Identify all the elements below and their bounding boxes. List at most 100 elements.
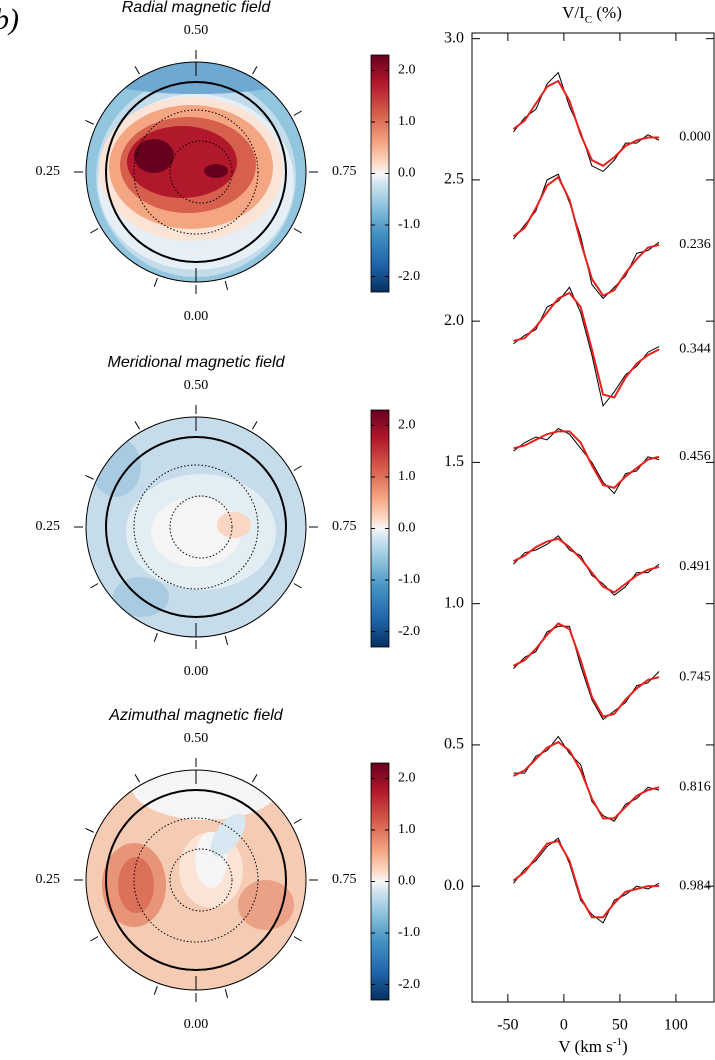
phase-tick (153, 633, 158, 642)
y-axis-title-part: V/I (562, 3, 585, 22)
phase-annotation: 0.344 (679, 342, 711, 357)
y-tick-label: 1.5 (444, 453, 464, 470)
phase-tick (90, 228, 99, 234)
phase-tick (293, 465, 302, 471)
latitude-30 (169, 848, 233, 912)
latitude-60 (133, 109, 259, 235)
phase-annotation: 0.491 (679, 559, 711, 574)
colorbar-label: 1.0 (398, 469, 416, 484)
plot-frame (471, 32, 715, 1003)
phase-tick (153, 278, 158, 287)
phase-label: 0.75 (332, 519, 357, 534)
phase-annotation: 0.745 (679, 669, 711, 684)
latitude-30 (169, 140, 233, 204)
colorbar-label: 2.0 (398, 63, 416, 78)
colorbar-label: -1.0 (398, 572, 420, 587)
latitude-30 (169, 495, 233, 559)
phase-tick (224, 636, 229, 645)
phase-tick (85, 827, 94, 833)
map-title: Meridional magnetic field (108, 354, 286, 371)
phase-tick (252, 774, 258, 783)
model-profile (512, 839, 660, 919)
phase-tick (153, 986, 158, 995)
phase-label: 0.25 (36, 872, 61, 887)
phase-annotation: 0.816 (679, 780, 711, 795)
phase-label: 0.75 (332, 872, 357, 887)
latitude-60 (133, 464, 259, 590)
x-tick-label: -50 (497, 1017, 518, 1034)
phase-tick (90, 583, 99, 589)
map-azimuthal (86, 770, 306, 990)
phase-tick (293, 936, 302, 942)
model-profile (513, 622, 660, 718)
phase-tick (90, 936, 99, 942)
latitude-60 (133, 817, 259, 943)
observed-profile (513, 625, 660, 721)
x-axis-title-part: V (km s (558, 1037, 612, 1056)
polar-overlay (74, 405, 318, 649)
x-axis-title-part: -1 (613, 1036, 622, 1048)
phase-tick (293, 583, 302, 589)
y-tick-label: 2.5 (444, 171, 464, 188)
equator (105, 789, 287, 971)
model-profile (513, 740, 660, 820)
y-axis-title-part: C (585, 14, 592, 26)
map-radial (86, 62, 306, 282)
model-profile (512, 175, 660, 298)
y-tick-label: 1.0 (444, 594, 464, 611)
phase-tick (134, 66, 140, 75)
phase-annotation: 0.456 (679, 449, 711, 464)
phase-tick (252, 421, 258, 430)
phase-label: 0.50 (184, 23, 209, 38)
colorbar-label: -1.0 (398, 925, 420, 940)
polar-overlay (74, 50, 318, 294)
colorbar-label: 2.0 (398, 771, 416, 786)
colorbar-label: 1.0 (398, 822, 416, 837)
colorbar-label: 2.0 (398, 418, 416, 433)
equator (105, 436, 287, 618)
phase-tick (134, 421, 140, 430)
phase-tick (134, 774, 140, 783)
map-title: Radial magnetic field (122, 0, 272, 16)
phase-label: 0.50 (184, 378, 209, 393)
colorbar-label: 0.0 (398, 166, 416, 181)
model-profile (513, 291, 660, 399)
colorbar-label: -1.0 (398, 217, 420, 232)
x-tick-label: 50 (612, 1017, 628, 1034)
y-tick-label: 0.5 (444, 736, 464, 753)
observed-profile (513, 735, 660, 822)
y-tick-label: 2.0 (444, 312, 464, 329)
x-tick-label: 0 (560, 1017, 568, 1034)
observed-profile (513, 173, 660, 300)
map-title: Azimuthal magnetic field (108, 707, 284, 724)
phase-label: 0.50 (184, 731, 209, 746)
phase-tick (85, 119, 94, 125)
phase-tick (293, 818, 302, 824)
phase-annotation: 0.236 (679, 237, 711, 252)
phase-label: 0.00 (184, 664, 209, 679)
map-meridional (86, 417, 306, 637)
model-profile (513, 430, 660, 489)
y-axis-title-part: (%) (592, 3, 622, 22)
phase-tick (293, 228, 302, 234)
phase-annotation: 0.984 (679, 878, 711, 893)
x-axis-title: V (km s-1) (558, 1036, 627, 1056)
observed-profile (513, 71, 660, 173)
phase-tick (85, 474, 94, 480)
colorbar-label: -2.0 (398, 977, 420, 992)
y-tick-label: 0.0 (444, 877, 464, 894)
colorbar-label: -2.0 (398, 269, 420, 284)
x-axis-title-part: ) (622, 1037, 628, 1056)
phase-tick (293, 110, 302, 116)
observed-profile (513, 286, 660, 408)
equator (105, 81, 287, 263)
phase-tick (224, 989, 229, 998)
phase-label: 0.75 (332, 164, 357, 179)
x-tick-label: 100 (664, 1017, 688, 1034)
colorbar-label: 1.0 (398, 114, 416, 129)
y-tick-label: 3.0 (444, 29, 464, 46)
model-profile (513, 537, 660, 594)
phase-tick (252, 66, 258, 75)
observed-profile (513, 837, 660, 924)
